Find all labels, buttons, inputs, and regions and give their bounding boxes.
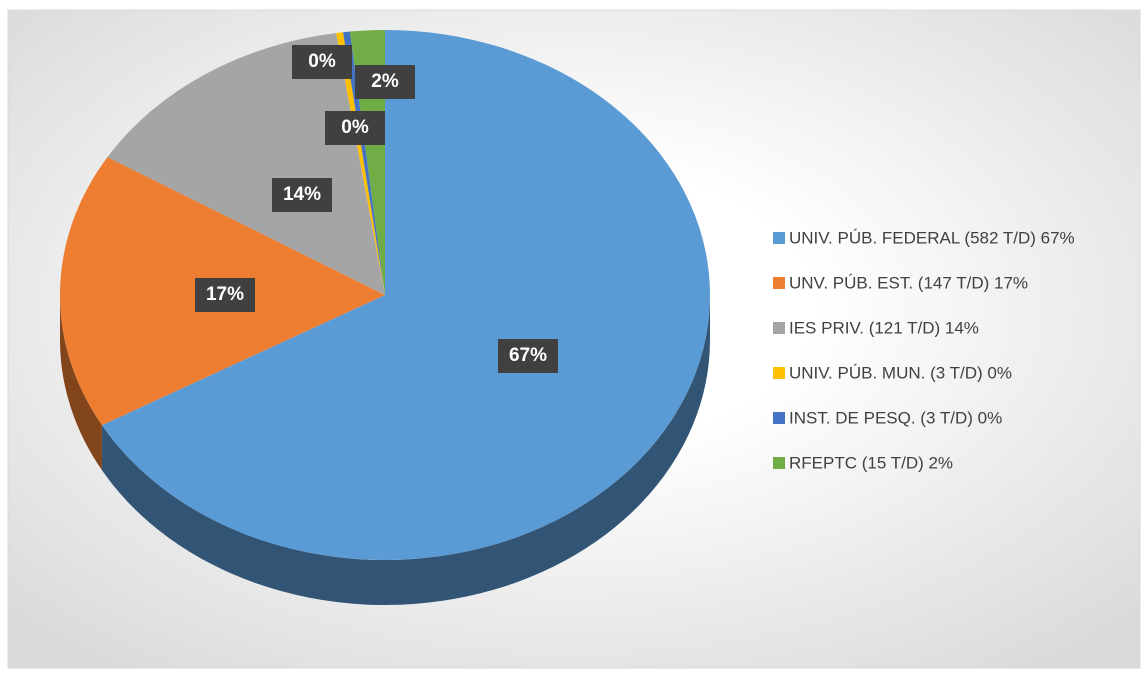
slice xyxy=(343,31,385,295)
data-label-box xyxy=(272,178,332,212)
legend-label: IES PRIV. (121 T/D) 14% xyxy=(789,318,979,337)
slice-side xyxy=(60,295,102,471)
data-label: 0% xyxy=(341,117,369,138)
legend-label: RFEPTC (15 T/D) 2% xyxy=(789,453,953,472)
data-label: 17% xyxy=(206,284,244,305)
data-label: 14% xyxy=(283,184,321,205)
legend-swatch xyxy=(773,232,785,244)
data-label-box xyxy=(292,45,352,79)
legend-label: INST. DE PESQ. (3 T/D) 0% xyxy=(789,408,1002,427)
data-label-box xyxy=(325,111,385,145)
legend-swatch xyxy=(773,367,785,379)
legend-label: UNIV. PÚB. FEDERAL (582 T/D) 67% xyxy=(789,228,1075,247)
slice xyxy=(101,30,711,560)
data-label: 67% xyxy=(509,345,547,366)
legend-swatch xyxy=(773,322,785,334)
data-label: 2% xyxy=(371,71,399,92)
legend-swatch xyxy=(773,457,785,469)
legend-swatch xyxy=(773,277,785,289)
data-label: 0% xyxy=(308,51,336,72)
legend-label: UNV. PÚB. EST. (147 T/D) 17% xyxy=(789,273,1028,292)
data-label-box xyxy=(195,278,255,312)
slice xyxy=(336,32,385,295)
data-label-box xyxy=(355,65,415,99)
legend-label: UNIV. PÚB. MUN. (3 T/D) 0% xyxy=(789,363,1012,382)
slice-side xyxy=(101,295,711,605)
legend-swatch xyxy=(773,412,785,424)
data-label-box xyxy=(498,339,558,373)
slice xyxy=(107,33,385,296)
